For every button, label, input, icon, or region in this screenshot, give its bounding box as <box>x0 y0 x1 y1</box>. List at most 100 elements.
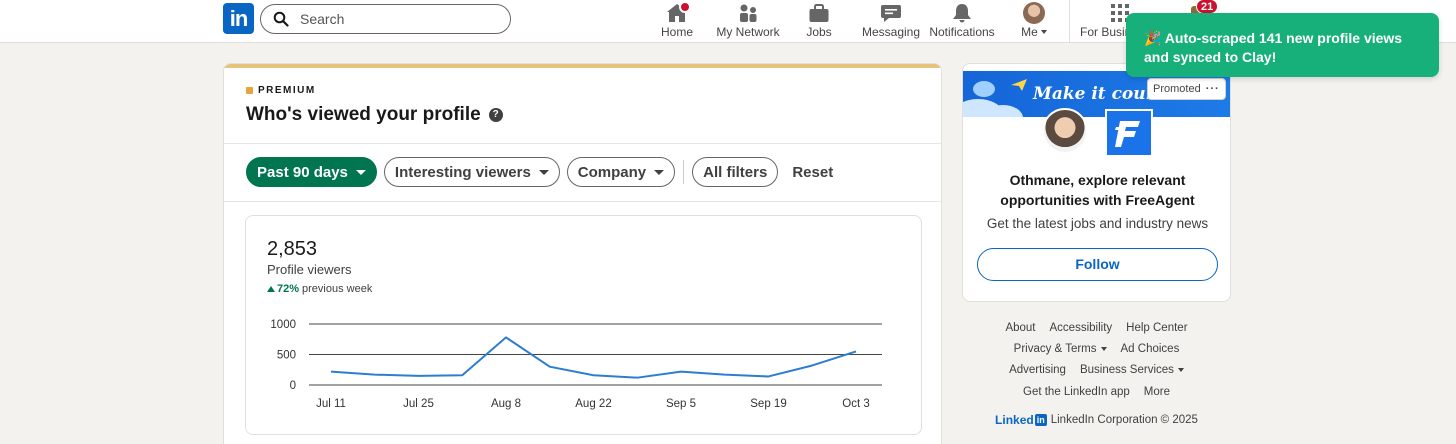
footer-link-business-label: Business Services <box>1079 364 1174 377</box>
y-tick-label: 1000 <box>270 319 296 331</box>
company-filter-label: Company <box>577 163 647 181</box>
chevron-down-icon <box>355 169 366 175</box>
x-tick-label: Jul 11 <box>316 398 346 410</box>
viewers-line-chart: 1000 500 0 Jul 11 Jul 25 Aug 8 Aug 22 Sep 5 Sep … <box>270 319 882 410</box>
bell-icon <box>950 2 974 24</box>
x-tick-label: Aug 8 <box>491 398 521 410</box>
copyright: Linked in LinkedIn Corporation © 2025 <box>962 413 1231 427</box>
ad-banner-text: Make it count <box>1033 84 1166 104</box>
chevron-down-icon <box>538 169 549 175</box>
x-tick-label: Sep 19 <box>750 398 786 410</box>
trend-up-icon <box>267 286 275 292</box>
all-filters-label: All filters <box>703 163 768 181</box>
footer-link-more[interactable]: More <box>1143 385 1170 398</box>
people-icon <box>736 2 760 24</box>
footer-link-advertising[interactable]: Advertising <box>1009 364 1066 377</box>
footer-row: Get the LinkedIn app More <box>962 381 1231 402</box>
footer-link-business-services[interactable]: Business Services <box>1080 364 1184 376</box>
nav-home[interactable]: Home <box>657 1 697 40</box>
nav-me[interactable]: Me <box>1014 2 1054 40</box>
premium-accent-bar <box>224 64 941 68</box>
search-icon <box>273 11 289 27</box>
help-icon[interactable]: ? <box>488 108 503 122</box>
avatar <box>1023 2 1045 24</box>
footer-link-privacy[interactable]: Privacy & Terms <box>1014 343 1107 355</box>
nav-my-network[interactable]: My Network <box>713 2 783 40</box>
period-filter-button[interactable]: Past 90 days <box>246 157 377 187</box>
follow-button[interactable]: Follow <box>977 248 1218 281</box>
trend-text: previous week <box>302 283 373 295</box>
footer-link-accessibility[interactable]: Accessibility <box>1049 321 1113 334</box>
paper-plane-icon <box>1011 79 1027 91</box>
x-tick-label: Aug 22 <box>575 398 611 410</box>
chevron-down-icon <box>1100 346 1107 351</box>
reset-button[interactable]: Reset <box>792 163 834 181</box>
page-title: Who's viewed your profile ? <box>246 104 503 126</box>
nav-home-label: Home <box>660 25 693 39</box>
x-tick-label: Jul 25 <box>403 398 434 410</box>
footer-row: Advertising Business Services <box>962 360 1231 381</box>
nav-notifications-label: Notifications <box>929 25 995 39</box>
viewers-filter-label: Interesting viewers <box>394 163 531 181</box>
divider <box>224 201 941 202</box>
ad-user-avatar <box>1042 108 1088 154</box>
freeagent-logo[interactable] <box>1105 109 1153 157</box>
filter-bar: Past 90 days Interesting viewers Company… <box>246 157 833 187</box>
promoted-menu-button[interactable]: Promoted ··· <box>1147 78 1226 100</box>
series-line <box>330 336 857 379</box>
ad-card: Make it count Promoted ··· Othmane, expl… <box>962 63 1231 302</box>
page-title-text: Who's viewed your profile <box>246 104 481 125</box>
more-icon: ··· <box>1205 83 1220 95</box>
all-filters-button[interactable]: All filters <box>692 157 779 187</box>
footer-link-ad-choices[interactable]: Ad Choices <box>1120 342 1180 355</box>
search-input[interactable] <box>300 11 490 27</box>
nav-my-network-label: My Network <box>716 25 780 39</box>
linkedin-footer-logo: Linked in <box>995 413 1047 427</box>
y-tick-label: 0 <box>290 380 296 392</box>
briefcase-icon <box>807 2 831 24</box>
footer-link-privacy-label: Privacy & Terms <box>1013 342 1097 355</box>
me-avatar-wrap <box>1022 2 1046 24</box>
footer: About Accessibility Help Center Privacy … <box>962 317 1231 428</box>
footer-link-app[interactable]: Get the LinkedIn app <box>1023 385 1130 398</box>
y-tick-label: 500 <box>277 350 296 362</box>
search-box[interactable] <box>260 4 511 34</box>
nav-notifications[interactable]: Notifications <box>928 2 996 40</box>
toast-text: 🎉 Auto-scraped 141 new profile views and… <box>1144 30 1403 65</box>
stats-card: 2,853 Profile viewers 72% previous week … <box>245 215 922 435</box>
period-filter-label: Past 90 days <box>257 163 348 181</box>
ad-headline: Othmane, explore relevant opportunities … <box>1000 172 1195 208</box>
viewer-count-label: Profile viewers <box>267 262 352 277</box>
x-tick-label: Sep 5 <box>666 398 696 410</box>
home-icon <box>665 1 691 24</box>
chevron-down-icon <box>654 169 665 175</box>
footer-link-about[interactable]: About <box>1005 321 1036 334</box>
nav-me-label: Me <box>1021 25 1038 39</box>
company-filter-button[interactable]: Company <box>566 157 676 187</box>
premium-icon <box>246 87 253 94</box>
premium-text: PREMIUM <box>258 85 316 96</box>
linkedin-brand-text: Linked <box>995 413 1034 428</box>
freeagent-logo-icon <box>1115 121 1140 147</box>
chevron-down-icon <box>1040 30 1047 34</box>
trend-percent: 72% <box>277 283 300 295</box>
footer-link-help-center[interactable]: Help Center <box>1126 321 1188 334</box>
linkedin-logo[interactable]: in <box>223 3 254 34</box>
cloud-shape <box>973 81 995 97</box>
premium-label: PREMIUM <box>246 85 316 96</box>
nav-messaging[interactable]: Messaging <box>860 2 922 40</box>
divider <box>224 143 941 144</box>
viewers-filter-button[interactable]: Interesting viewers <box>383 157 560 187</box>
profile-viewers-card: PREMIUM Who's viewed your profile ? Past… <box>223 63 942 444</box>
nav-divider <box>1069 0 1070 43</box>
nav-jobs[interactable]: Jobs <box>801 2 837 40</box>
home-badge <box>679 1 691 13</box>
nav-jobs-label: Jobs <box>806 25 832 39</box>
promoted-label: Promoted <box>1153 83 1201 95</box>
ad-subtext: Get the latest jobs and industry news <box>986 216 1209 231</box>
messaging-icon <box>879 2 903 24</box>
footer-row: About Accessibility Help Center <box>962 317 1231 338</box>
linkedin-brand-in: in <box>1034 414 1047 427</box>
filter-divider <box>683 160 685 184</box>
nav-messaging-label: Messaging <box>861 25 921 39</box>
